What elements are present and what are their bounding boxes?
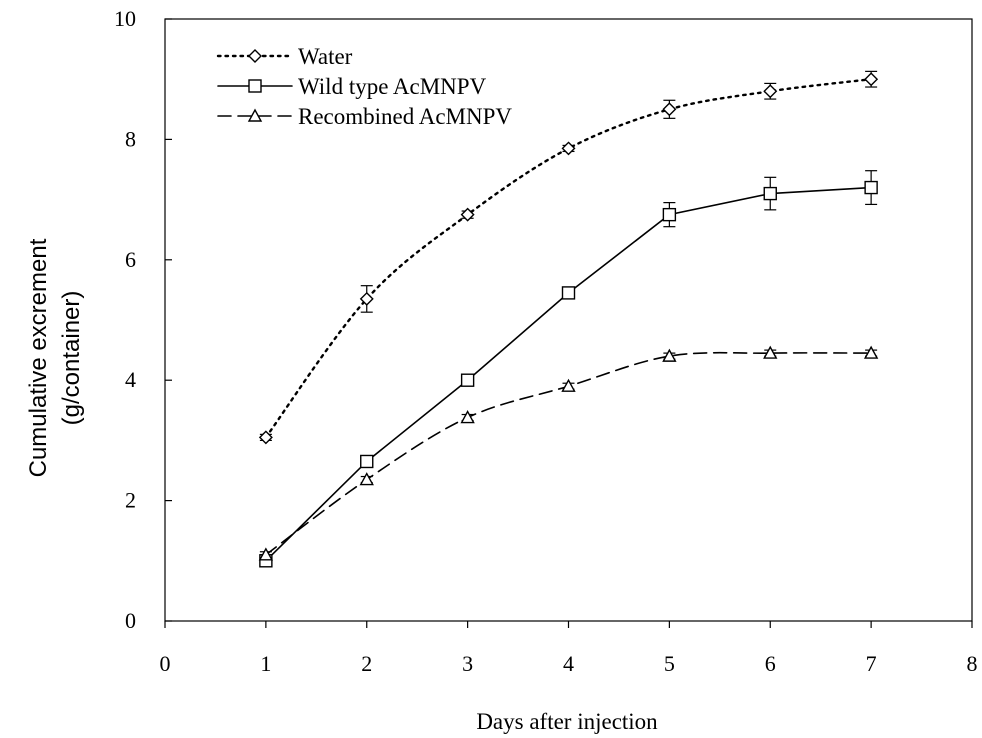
x-tick-label: 6	[765, 651, 776, 676]
y-tick-label: 2	[125, 488, 136, 513]
data-point	[260, 431, 272, 443]
x-axis-label: Days after injection	[476, 709, 658, 734]
data-point	[764, 85, 776, 97]
y-tick-label: 8	[125, 126, 136, 151]
legend-marker	[249, 50, 261, 62]
x-tick-label: 5	[664, 651, 675, 676]
legend-item: Recombined AcMNPV	[218, 104, 512, 129]
data-point	[361, 474, 373, 485]
legend-label: Wild type AcMNPV	[298, 74, 487, 99]
data-point	[663, 103, 675, 115]
plot-area-border	[165, 19, 972, 621]
x-tick-label: 3	[462, 651, 473, 676]
x-tick-label: 4	[563, 651, 574, 676]
legend: Water Wild type AcMNPV Recombined AcMNPV	[218, 44, 512, 129]
y-tick-label: 4	[125, 367, 136, 392]
legend-label: Recombined AcMNPV	[298, 104, 512, 129]
series-line	[266, 188, 871, 561]
y-tick-label: 0	[125, 608, 136, 633]
data-point	[462, 374, 474, 386]
y-axis-label-line-2: (g/container)	[58, 291, 85, 426]
series-triangle	[260, 347, 877, 560]
legend-item: Wild type AcMNPV	[218, 74, 487, 99]
data-point	[663, 209, 675, 221]
data-point	[865, 73, 877, 85]
data-point	[361, 455, 373, 467]
data-point	[764, 188, 776, 200]
y-tick-label: 10	[114, 6, 136, 31]
data-point	[462, 412, 474, 423]
legend-marker	[249, 80, 261, 92]
series-layer	[260, 71, 877, 566]
legend-label: Water	[298, 44, 353, 69]
x-tick-label: 7	[866, 651, 877, 676]
data-point	[865, 182, 877, 194]
y-axis: 0 2 4 6 8 10	[114, 6, 172, 633]
x-tick-label: 2	[361, 651, 372, 676]
y-axis-label-line-1: Cumulative excrement	[25, 238, 52, 477]
y-tick-label: 6	[125, 247, 136, 272]
x-tick-label: 1	[260, 651, 271, 676]
legend-item: Water	[218, 44, 353, 69]
plot-frame	[165, 19, 972, 621]
x-tick-label: 8	[967, 651, 978, 676]
series-square	[260, 171, 877, 567]
data-point	[563, 142, 575, 154]
x-axis: 0 1 2 3 4 5 6 7 8	[160, 621, 978, 676]
data-point	[563, 287, 575, 299]
x-tick-label: 0	[160, 651, 171, 676]
data-point	[563, 380, 575, 391]
